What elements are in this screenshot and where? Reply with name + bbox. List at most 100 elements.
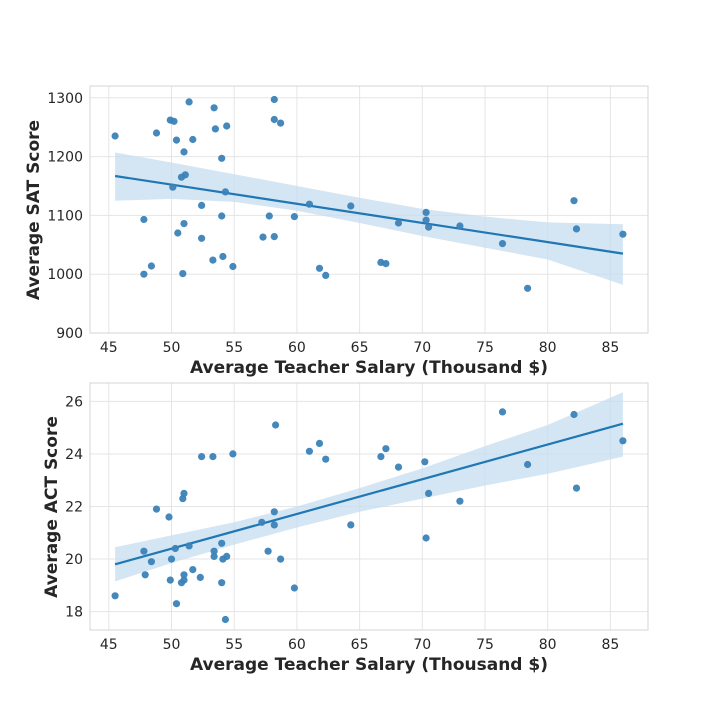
act-data-point (172, 600, 181, 608)
act-regression-line (114, 422, 624, 566)
act-data-point (264, 547, 272, 555)
sat-y-tick-label: 1100 (47, 208, 83, 224)
sat-points (111, 95, 627, 292)
act-data-point (167, 555, 176, 563)
sat-data-point (270, 95, 278, 104)
act-data-point (524, 460, 532, 469)
sat-data-point (619, 230, 627, 238)
act-x-tick-label: 65 (351, 637, 369, 653)
act-data-point (570, 410, 578, 419)
act-plot-frame (89, 382, 649, 631)
act-data-point (425, 489, 433, 497)
sat-data-point (422, 216, 430, 224)
act-data-point (572, 484, 581, 492)
sat-data-point (290, 213, 298, 221)
sat-data-point (305, 200, 313, 208)
act-data-point (165, 513, 173, 521)
sat-data-point (140, 215, 148, 224)
act-data-point (147, 558, 155, 566)
act-data-point (322, 455, 330, 463)
act-y-tick-label: 22 (65, 500, 83, 516)
act-data-point (198, 453, 206, 461)
sat-data-point (185, 98, 193, 106)
sat-data-point (152, 129, 161, 137)
act-x-axis-label: Average Teacher Salary (Thousand $) (190, 655, 548, 675)
act-data-point (218, 539, 226, 547)
act-x-tick-label: 55 (225, 637, 243, 653)
sat-data-point (524, 284, 532, 292)
sat-y-tick-label: 1000 (47, 267, 83, 283)
act-data-point (498, 408, 507, 416)
sat-data-point (382, 260, 390, 268)
act-data-point (180, 576, 188, 584)
act-data-point (456, 497, 464, 505)
sat-x-ticks: 45 50 55 60 65 70 75 80 85 (100, 340, 619, 356)
act-data-point (394, 463, 403, 471)
sat-x-tick-label: 75 (476, 340, 494, 356)
sat-data-point (219, 252, 227, 261)
sat-data-point (198, 201, 206, 209)
sat-data-point (270, 115, 278, 124)
sat-x-axis-label: Average Teacher Salary (Thousand $) (190, 358, 548, 378)
sat-data-point (572, 225, 581, 233)
act-y-tick-label: 24 (65, 447, 83, 463)
act-data-point (315, 439, 324, 447)
act-data-point (272, 421, 280, 429)
sat-data-point (218, 212, 226, 220)
act-data-point (180, 571, 188, 579)
act-data-point (229, 450, 237, 458)
sat-y-tick-label: 1200 (47, 150, 83, 166)
act-data-point (196, 573, 204, 582)
sat-x-tick-label: 85 (601, 340, 619, 356)
sat-data-point (210, 104, 218, 112)
sat-data-point (218, 154, 226, 162)
act-data-point (171, 544, 179, 553)
act-x-tick-label: 85 (601, 637, 619, 653)
act-data-point (270, 508, 278, 516)
act-data-point (209, 453, 217, 461)
act-data-point (305, 447, 313, 455)
act-data-point (140, 547, 148, 555)
act-data-point (210, 547, 218, 555)
act-x-tick-label: 45 (100, 637, 118, 653)
act-data-point (347, 521, 355, 529)
sat-chart-panel: 45 50 55 60 65 70 75 80 85 900 1000 1100 1200 1300 A… (24, 85, 649, 378)
sat-data-point (223, 122, 231, 130)
sat-data-point (209, 256, 217, 264)
act-data-point (223, 552, 231, 561)
sat-data-point (174, 229, 182, 237)
act-y-ticks: 18 20 22 24 26 (65, 394, 83, 620)
sat-regression-line (114, 174, 624, 255)
act-data-point (377, 453, 385, 461)
sat-data-point (315, 264, 324, 272)
act-data-point (421, 458, 429, 466)
act-data-point (210, 552, 218, 561)
act-data-point (258, 518, 266, 526)
act-data-point (619, 437, 627, 445)
sat-data-point (169, 183, 177, 191)
act-x-tick-label: 70 (413, 637, 431, 653)
sat-data-point (147, 262, 155, 270)
sat-x-tick-label: 45 (100, 340, 118, 356)
act-data-point (185, 542, 193, 550)
sat-data-point (211, 125, 219, 133)
act-x-tick-label: 75 (476, 637, 494, 653)
sat-data-point (498, 240, 507, 248)
sat-data-point (229, 262, 237, 271)
act-y-tick-label: 20 (65, 552, 83, 568)
sat-data-point (111, 132, 119, 140)
act-points (111, 408, 627, 624)
act-data-point (270, 521, 278, 529)
sat-data-point (170, 117, 178, 125)
act-data-point (152, 505, 161, 513)
sat-data-point (181, 171, 189, 179)
sat-x-tick-label: 55 (225, 340, 243, 356)
sat-data-point (221, 188, 229, 196)
sat-data-point (180, 148, 188, 156)
sat-data-point (456, 222, 464, 230)
sat-data-point (179, 270, 187, 278)
act-x-tick-label: 50 (163, 637, 181, 653)
sat-data-point (189, 135, 197, 144)
sat-data-point (172, 136, 181, 144)
